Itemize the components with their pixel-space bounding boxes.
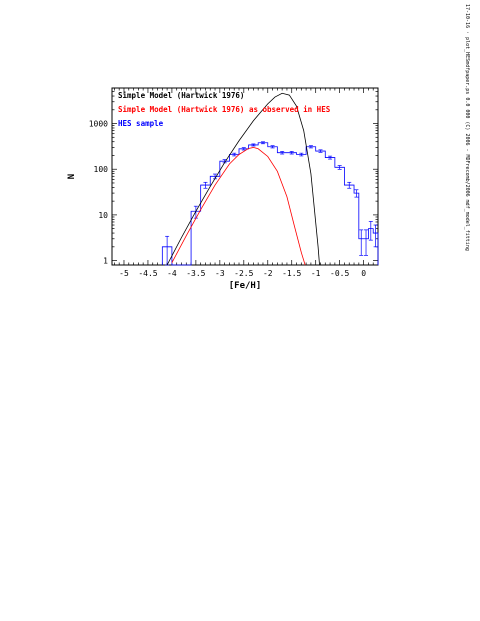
histogram-steps bbox=[161, 142, 379, 266]
legend-entry: Simple Model (Hartwick 1976) bbox=[118, 91, 244, 100]
error-bars bbox=[165, 141, 378, 266]
simple-model-observed-curve bbox=[171, 147, 306, 266]
y-tick-label: 1 bbox=[103, 257, 108, 266]
simple-model-curve bbox=[166, 92, 320, 266]
side-note: 17-10-16 · plot_HESmdfpaper.ps 0.0 000 (… bbox=[464, 4, 470, 251]
x-axis-label: [Fe/H] bbox=[229, 281, 262, 291]
plot-frame bbox=[111, 87, 379, 266]
x-tick-label: -4.5 bbox=[138, 269, 157, 278]
tick-labels: -5 -4.5 -4 -3.5 -3 -2.5 -2 -1.5 -1 -0.5 0 1 10 100 100… bbox=[89, 120, 366, 278]
x-tick-label: -5 bbox=[119, 269, 129, 278]
legend: Simple Model (Hartwick 1976) Simple Model… bbox=[118, 91, 331, 128]
y-tick-label: 100 bbox=[94, 165, 109, 174]
x-tick-label: -2.5 bbox=[234, 269, 253, 278]
x-tick-label: -0.5 bbox=[330, 269, 349, 278]
x-tick-label: -3.5 bbox=[186, 269, 205, 278]
x-tick-label: -2 bbox=[263, 269, 273, 278]
x-tick-label: -4 bbox=[167, 269, 177, 278]
legend-entry: Simple Model (Hartwick 1976) as observed… bbox=[118, 105, 331, 114]
legend-entry: HES sample bbox=[118, 119, 164, 128]
plot-border bbox=[111, 87, 379, 266]
axis-ticks bbox=[112, 87, 379, 265]
y-axis-label: N bbox=[67, 174, 77, 179]
histogram-hes-sample bbox=[161, 142, 379, 266]
y-tick-label: 1000 bbox=[89, 120, 108, 129]
x-tick-label: -1 bbox=[311, 269, 321, 278]
x-tick-label: 0 bbox=[361, 269, 366, 278]
y-tick-label: 10 bbox=[98, 211, 108, 220]
model-curves bbox=[166, 92, 320, 266]
x-tick-label: -1.5 bbox=[282, 269, 301, 278]
x-tick-label: -3 bbox=[215, 269, 225, 278]
